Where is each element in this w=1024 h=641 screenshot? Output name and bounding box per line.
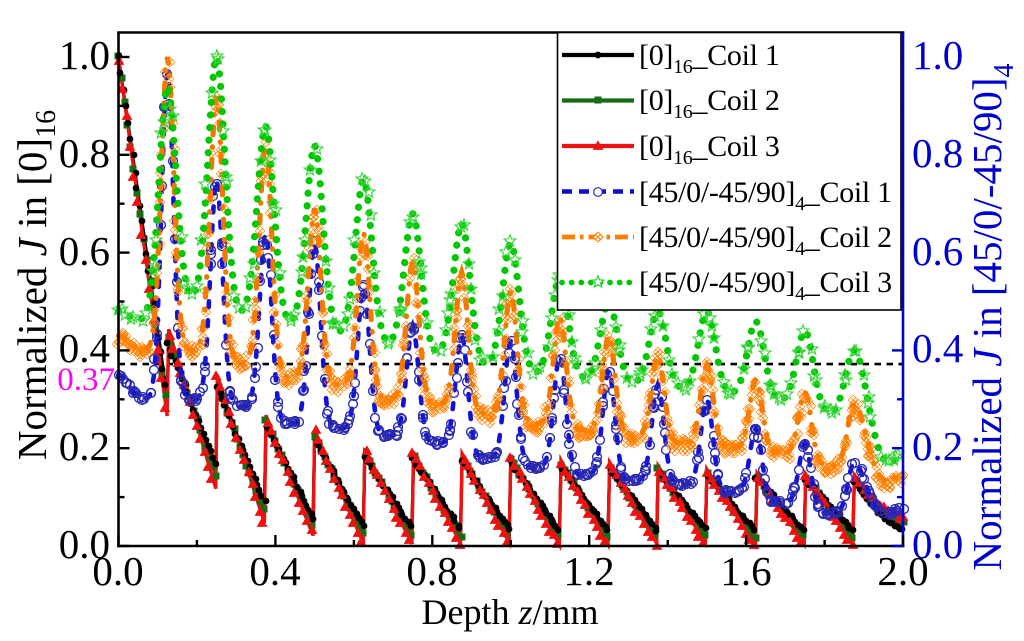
svg-text:0.4: 0.4 xyxy=(912,325,963,371)
svg-text:[45/0/-45/90]4_Coil 3: [45/0/-45/90]4_Coil 3 xyxy=(639,266,892,305)
svg-text:0.8: 0.8 xyxy=(59,130,110,176)
svg-text:[45/0/-45/90]4_Coil 1: [45/0/-45/90]4_Coil 1 xyxy=(639,176,892,215)
svg-text:0.4: 0.4 xyxy=(249,548,300,594)
svg-text:0.8: 0.8 xyxy=(406,548,457,594)
svg-text:[0]16_Coil 2: [0]16_Coil 2 xyxy=(639,84,780,123)
svg-text:0.6: 0.6 xyxy=(912,228,963,274)
svg-text:1.0: 1.0 xyxy=(912,32,963,78)
svg-text:1.0: 1.0 xyxy=(59,32,110,78)
svg-text:0.2: 0.2 xyxy=(912,423,963,469)
svg-text:0.6: 0.6 xyxy=(59,228,110,274)
svg-text:[0]16_Coil 1: [0]16_Coil 1 xyxy=(639,39,780,78)
svg-text:1.2: 1.2 xyxy=(563,548,614,594)
svg-text:0.37: 0.37 xyxy=(57,362,115,398)
svg-text:Normalized J in [0]16: Normalized J in [0]16 xyxy=(9,110,62,460)
svg-text:1.6: 1.6 xyxy=(720,548,771,594)
svg-text:0.8: 0.8 xyxy=(912,130,963,176)
svg-text:2.0: 2.0 xyxy=(877,548,928,594)
svg-text:Depth z/mm: Depth z/mm xyxy=(421,592,598,632)
svg-text:0.0: 0.0 xyxy=(92,548,143,594)
svg-text:[45/0/-45/90]4_Coil 2: [45/0/-45/90]4_Coil 2 xyxy=(639,221,892,260)
svg-text:0.0: 0.0 xyxy=(912,521,963,567)
svg-text:0.2: 0.2 xyxy=(59,423,110,469)
svg-text:0.4: 0.4 xyxy=(59,325,110,371)
svg-text:[0]16_Coil 3: [0]16_Coil 3 xyxy=(639,130,780,169)
svg-text:0.0: 0.0 xyxy=(59,521,110,567)
